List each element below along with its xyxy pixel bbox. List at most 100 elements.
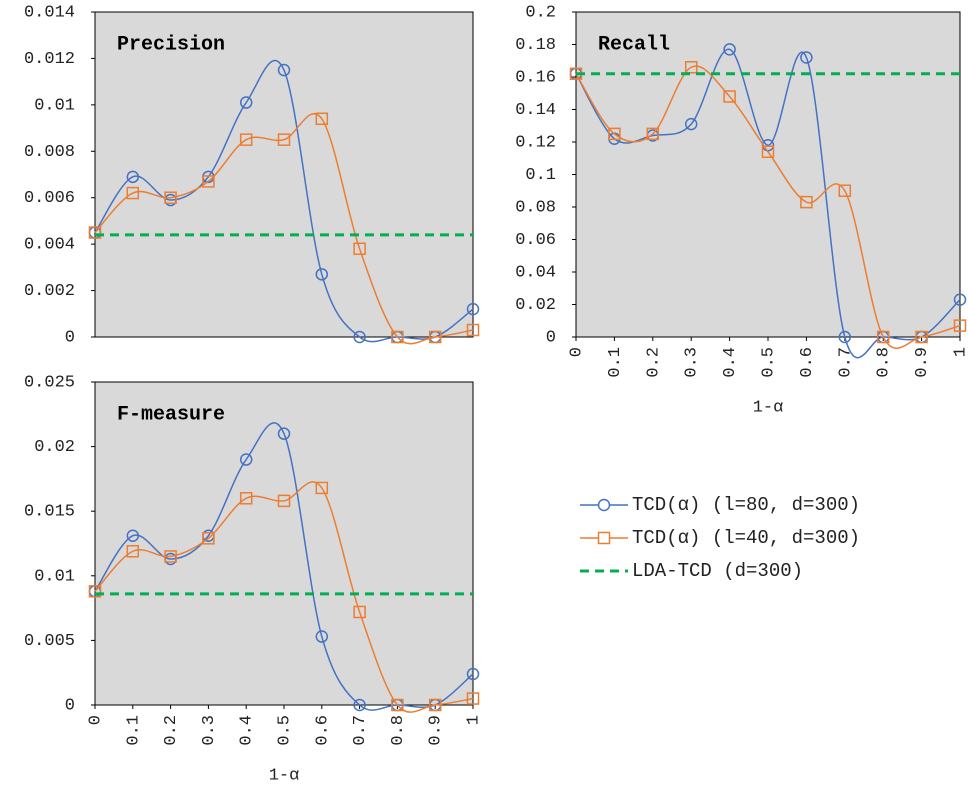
marker <box>239 453 253 466</box>
x-tick-label: 0.1 <box>124 715 143 746</box>
y-tick-label: 0.012 <box>24 50 75 69</box>
y-tick-label: 0.06 <box>515 231 556 250</box>
marker <box>723 90 736 103</box>
x-tick-label: 0 <box>567 347 586 357</box>
marker <box>202 175 215 188</box>
marker <box>391 698 404 712</box>
legend-label: LDA-TCD (d=300) <box>632 560 803 582</box>
x-tick-label: 0.3 <box>200 715 219 746</box>
x-tick-label: 0 <box>86 715 105 725</box>
marker <box>239 96 253 109</box>
marker <box>353 698 366 712</box>
x-tick-label: 0.5 <box>275 715 294 746</box>
marker <box>315 481 329 495</box>
marker <box>466 667 480 681</box>
series-line <box>94 481 474 713</box>
y-tick-label: 0.16 <box>515 68 556 87</box>
x-tick-label: 0.4 <box>721 347 740 378</box>
marker <box>126 186 140 200</box>
marker <box>277 494 291 508</box>
x-axis-label: 1-α <box>753 398 784 417</box>
marker <box>315 630 329 643</box>
y-tick-label: 0.02 <box>515 296 556 315</box>
legend-marker <box>597 531 611 545</box>
marker <box>953 319 967 332</box>
marker <box>164 550 177 563</box>
x-tick-label: 0.9 <box>913 347 932 378</box>
marker <box>202 532 215 545</box>
x-tick-label: 0.3 <box>683 347 702 378</box>
legend-label: TCD(α) (l=40, d=300) <box>632 527 860 549</box>
marker <box>353 605 366 619</box>
marker <box>126 529 140 542</box>
subplot: 0 0.02 0.04 0.06 0.08 0.1 0.12 0.14 0.16 0.18 0.2 0… <box>515 3 968 417</box>
x-tick-label: 0.7 <box>836 347 855 378</box>
marker <box>723 43 736 56</box>
marker <box>953 293 967 306</box>
marker <box>646 127 660 141</box>
marker <box>428 698 442 712</box>
y-tick-label: 0.014 <box>24 3 75 22</box>
marker <box>684 117 698 131</box>
marker <box>608 127 621 141</box>
marker <box>838 184 852 197</box>
marker <box>838 330 852 344</box>
y-tick-label: 0.01 <box>34 96 75 115</box>
chart-title: Precision <box>117 33 225 56</box>
x-tick-label: 0.8 <box>875 347 894 378</box>
y-tick-label: 0.005 <box>24 632 75 651</box>
y-tick-label: 0.1 <box>525 166 556 185</box>
marker <box>800 195 813 209</box>
x-tick-label: 0.6 <box>798 347 817 378</box>
x-tick-label: 0.8 <box>389 715 408 746</box>
y-tick-label: 0.2 <box>525 3 556 22</box>
x-tick-label: 0.1 <box>606 347 625 378</box>
y-tick-label: 0.004 <box>24 236 75 255</box>
x-axis-label: 1-α <box>269 766 300 785</box>
x-tick-label: 1 <box>464 715 483 725</box>
marker <box>915 330 928 344</box>
y-tick-label: 0.12 <box>515 133 556 152</box>
marker <box>876 330 890 344</box>
y-tick-label: 0.14 <box>515 101 556 120</box>
y-tick-label: 0.08 <box>515 198 556 217</box>
marker <box>800 51 813 64</box>
marker <box>466 302 480 316</box>
marker <box>126 170 140 184</box>
x-tick-label: 0.2 <box>162 715 181 746</box>
marker <box>761 145 775 158</box>
chart-title: F-measure <box>117 403 225 426</box>
y-tick-label: 0.008 <box>24 143 75 162</box>
x-tick-label: 0.7 <box>351 715 370 746</box>
legend-marker <box>597 498 611 512</box>
x-tick-label: 0.2 <box>644 347 663 378</box>
marker <box>277 63 291 77</box>
marker <box>353 330 366 344</box>
legend-label: TCD(α) (l=80, d=300) <box>632 494 860 516</box>
marker <box>164 191 177 204</box>
y-tick-label: 0.002 <box>24 282 75 301</box>
legend: TCD(α) (l=80, d=300) TCD(α) (l=40, d=300)… <box>580 494 860 582</box>
y-tick-label: 0.02 <box>34 438 75 457</box>
subplot: 0 0.005 0.01 0.015 0.02 0.025 0 0.1 0.2 0.3 0.4 0.5… <box>24 373 484 785</box>
marker <box>466 692 480 705</box>
marker <box>466 323 480 337</box>
marker <box>277 133 291 146</box>
x-tick-label: 1 <box>951 347 968 357</box>
marker <box>315 268 329 281</box>
x-tick-label: 0.9 <box>427 715 446 746</box>
marker <box>239 492 253 505</box>
chart-title: Recall <box>598 33 670 56</box>
y-tick-label: 0.01 <box>34 567 75 586</box>
y-tick-label: 0.04 <box>515 263 556 282</box>
y-tick-label: 0.015 <box>24 503 75 522</box>
y-tick-label: 0.025 <box>24 373 75 392</box>
y-tick-label: 0 <box>65 696 75 715</box>
marker <box>684 61 698 74</box>
marker <box>239 133 253 146</box>
subplot: 0 0.002 0.004 0.006 0.008 0.01 0.012 0.014 Preci… <box>24 3 480 347</box>
y-tick-label: 0 <box>65 328 75 347</box>
marker <box>315 112 329 126</box>
marker <box>126 545 140 558</box>
